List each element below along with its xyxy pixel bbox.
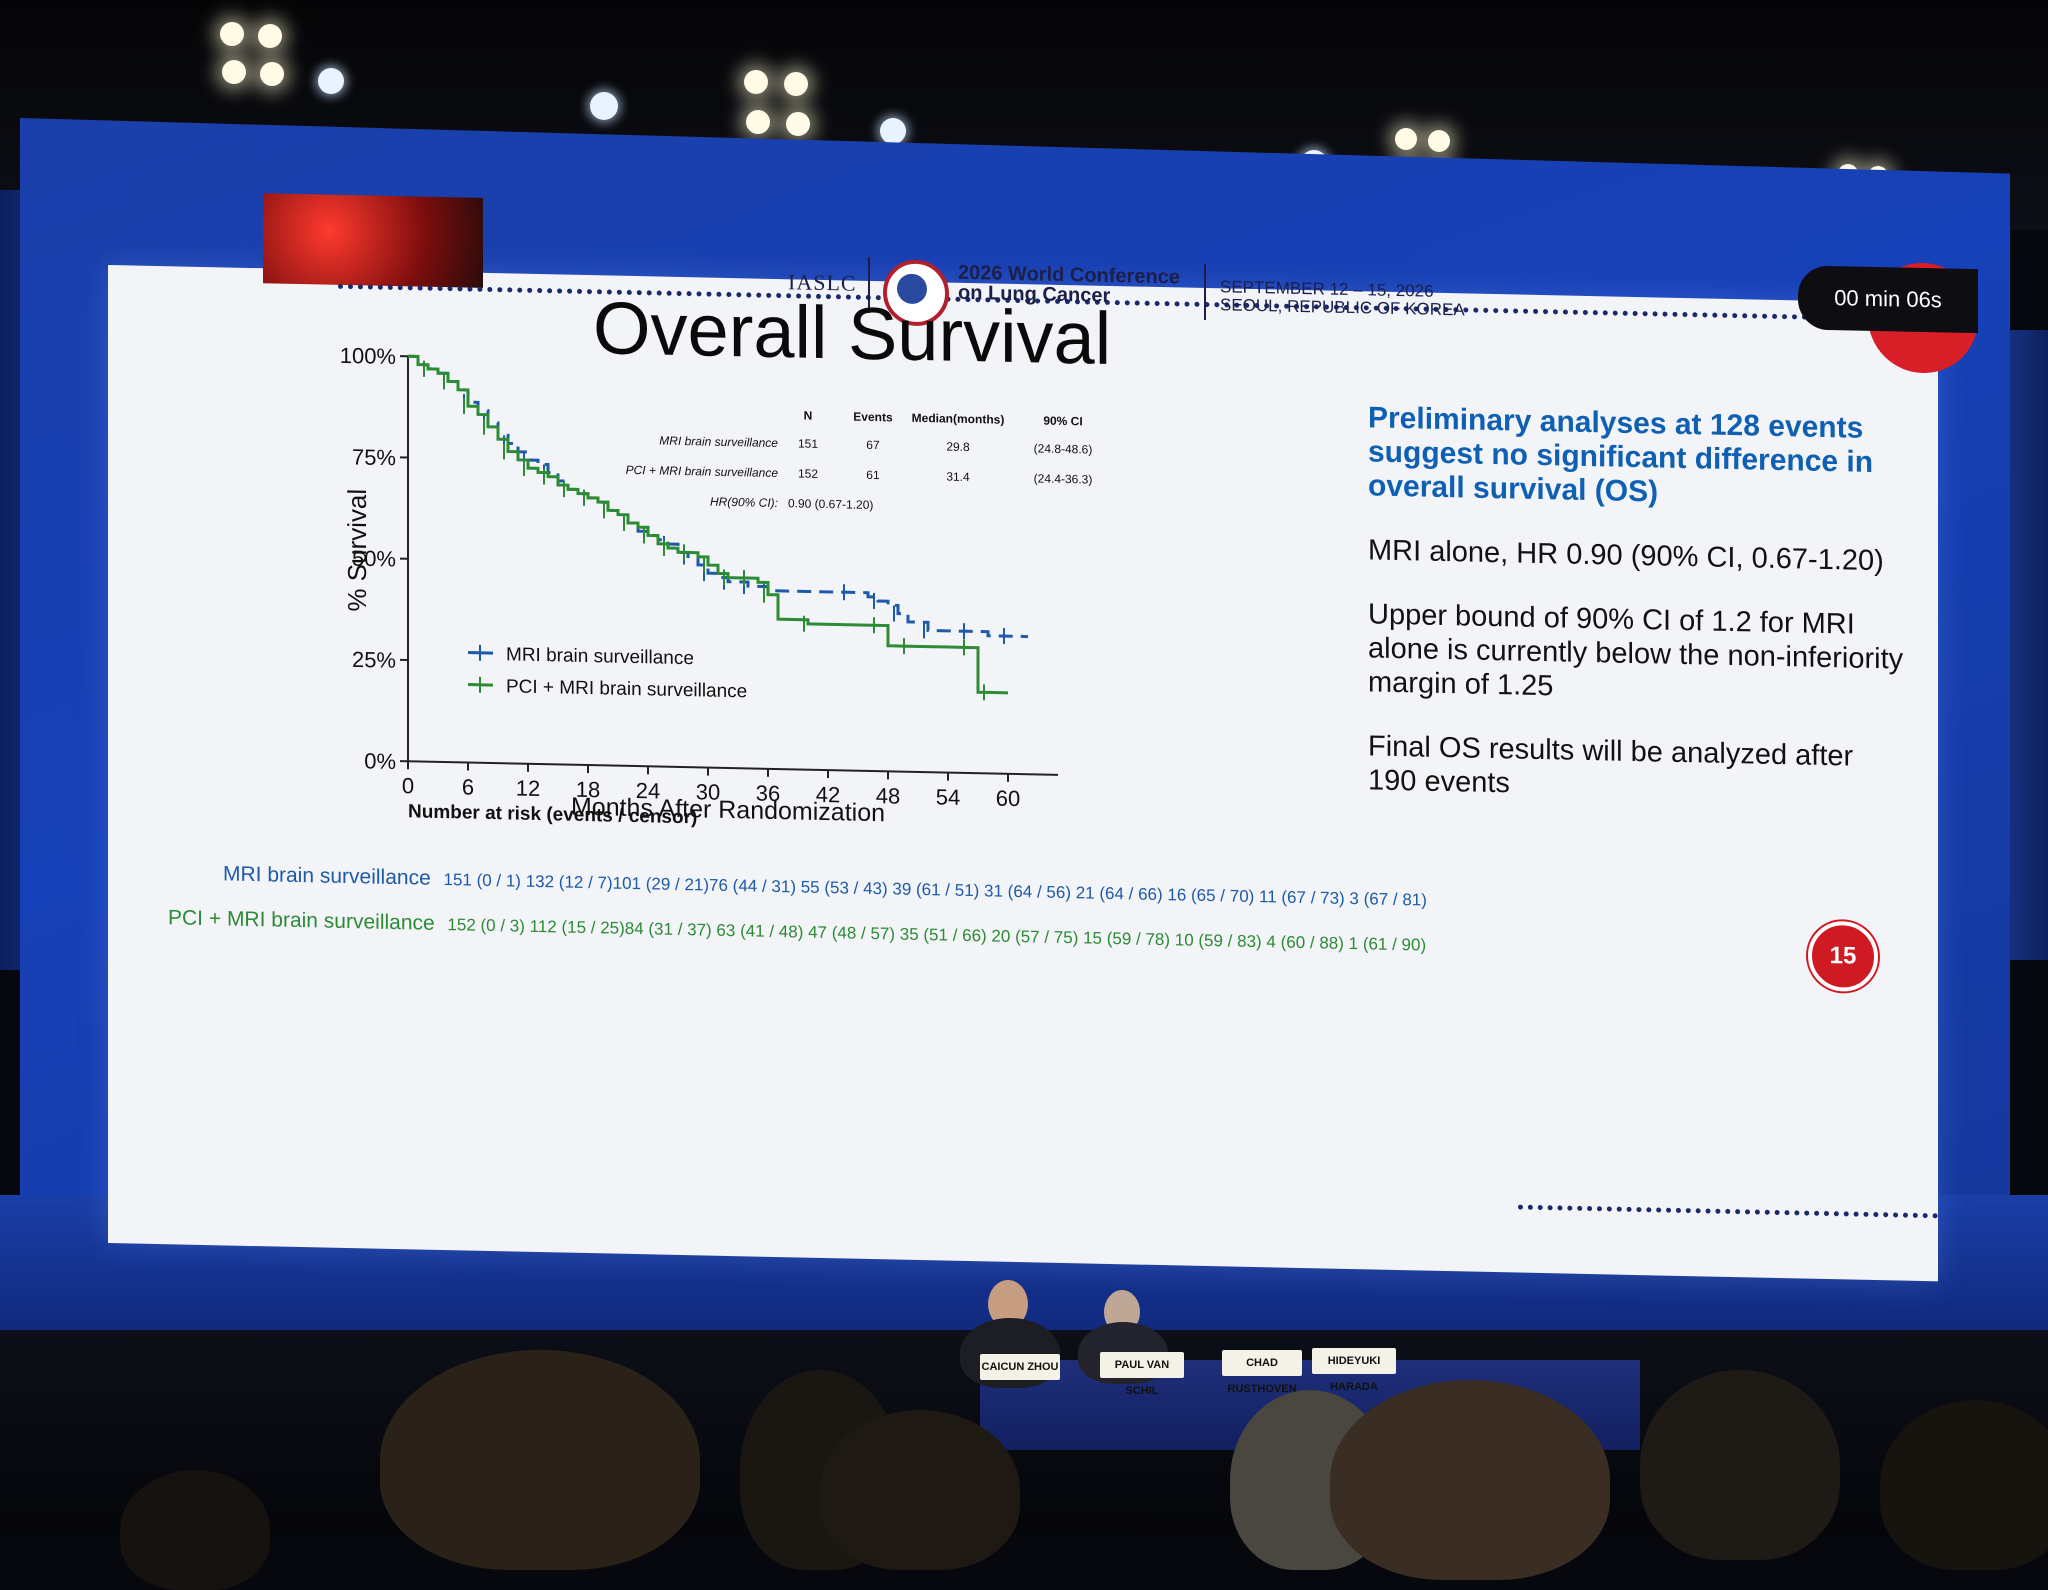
y-axis-label: % Survival (342, 488, 372, 611)
presentation-timer: 00 min 06s (1798, 265, 1978, 333)
hazard-ratio-value: 0.90 (0.67-1.20) (788, 496, 873, 512)
table-header: 90% CI (1043, 414, 1082, 429)
risk-row-mri: MRI brain surveillance 151 (0 / 1) 132 (… (223, 862, 1427, 911)
stage-light (744, 70, 768, 94)
table-cell: 31.4 (946, 470, 970, 484)
footer-dotted-line (1518, 1205, 1938, 1219)
legend-label: PCI + MRI brain surveillance (506, 676, 747, 702)
stage-light (786, 112, 810, 136)
nameplate: CAICUN ZHOU (980, 1354, 1060, 1380)
y-tick-label: 100% (340, 343, 396, 369)
nameplate: CHAD RUSTHOVEN (1222, 1350, 1302, 1376)
findings-heading: Preliminary analyses at 128 events sugge… (1368, 401, 1908, 514)
slide-number-badge: 15 (1808, 921, 1878, 992)
presentation-slide: IASLC 2026 World Conference on Lung Canc… (108, 265, 1938, 1281)
y-tick-label: 0% (364, 748, 396, 774)
risk-row-pci: PCI + MRI brain surveillance 152 (0 / 3)… (168, 906, 1426, 956)
table-row-label: MRI brain surveillance (659, 434, 778, 450)
stage-light (318, 68, 344, 94)
stage-light (222, 60, 246, 84)
risk-row-label: PCI + MRI brain surveillance (168, 906, 435, 935)
audience-head (820, 1410, 1020, 1570)
y-tick-label: 25% (352, 647, 396, 673)
stage-light (880, 118, 906, 144)
x-tick-label: 60 (996, 786, 1020, 812)
x-tick-label: 6 (462, 774, 474, 799)
nameplate: HIDEYUKI HARADA (1312, 1348, 1396, 1374)
audience-head (120, 1470, 270, 1590)
audience-head (1640, 1370, 1840, 1560)
table-header: Events (853, 410, 893, 425)
table-header: N (804, 409, 813, 423)
summary-table: N Events Median(months) 90% CI MRI brain sur… (626, 405, 1093, 517)
stage-light (784, 72, 808, 96)
stage-light (220, 22, 244, 46)
legend-label: MRI brain surveillance (506, 644, 694, 669)
x-axis-line (408, 761, 1058, 775)
y-tick-label: 75% (352, 444, 396, 470)
table-cell: 29.8 (946, 440, 970, 454)
table-cell: 67 (866, 438, 880, 452)
x-tick-label: 0 (402, 773, 414, 798)
finding-final-analysis: Final OS results will be analyzed after … (1368, 729, 1908, 808)
stage-light (590, 92, 618, 120)
nameplate: PAUL VAN SCHIL (1100, 1352, 1184, 1378)
table-cell: (24.8-48.6) (1034, 441, 1093, 456)
table-cell: 152 (798, 466, 818, 480)
chart-legend: MRI brain surveillance PCI + MRI brain su… (468, 644, 747, 703)
stage-light (1428, 130, 1450, 152)
audience-head (1880, 1400, 2048, 1570)
table-row-label: PCI + MRI brain surveillance (626, 463, 779, 480)
x-tick-label: 12 (516, 776, 540, 802)
chart-series (408, 356, 1028, 701)
risk-row-values: 152 (0 / 3) 112 (15 / 25)84 (31 / 37) 63… (447, 915, 1426, 955)
survival-curve-pci (408, 356, 1008, 693)
table-cell: (24.4-36.3) (1034, 471, 1093, 486)
stage-light (1395, 128, 1417, 150)
hazard-ratio-label: HR(90% CI): (710, 495, 778, 510)
finding-ci-bound: Upper bound of 90% CI of 1.2 for MRI alo… (1368, 597, 1908, 710)
audience-head (380, 1350, 700, 1570)
table-cell: 61 (866, 468, 880, 482)
table-header: Median(months) (912, 411, 1005, 427)
stage-light (258, 24, 282, 48)
stage-light (260, 62, 284, 86)
risk-row-label: MRI brain surveillance (223, 862, 431, 889)
finding-hr: MRI alone, HR 0.90 (90% CI, 0.67-1.20) (1368, 533, 1908, 578)
risk-row-values: 151 (0 / 1) 132 (12 / 7)101 (29 / 21)76 … (443, 870, 1426, 910)
audience-head (1330, 1380, 1610, 1580)
key-findings-panel: Preliminary analyses at 128 events sugge… (1368, 401, 1908, 808)
table-cell: 151 (798, 436, 818, 450)
x-tick-label: 54 (936, 784, 960, 810)
stage-light (746, 110, 770, 134)
